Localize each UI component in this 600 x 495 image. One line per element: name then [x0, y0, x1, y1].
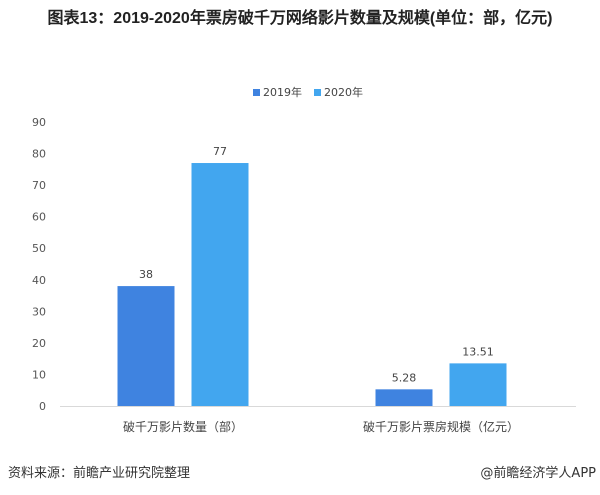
- y-tick-label: 40: [32, 274, 46, 287]
- category-label: 破千万影片票房规模（亿元）: [363, 419, 519, 434]
- y-tick-label: 80: [32, 148, 46, 161]
- data-label: 77: [213, 145, 227, 158]
- y-tick-label: 50: [32, 242, 46, 255]
- chart-title: 图表13：2019-2020年票房破千万网络影片数量及规模(单位：部，亿元): [47, 10, 553, 27]
- legend-swatch: [314, 89, 321, 96]
- legend-label: 2020年: [324, 85, 363, 99]
- bar: [375, 389, 433, 406]
- legend-swatch: [253, 89, 260, 96]
- category-label: 破千万影片数量（部）: [123, 419, 243, 434]
- y-tick-label: 20: [32, 337, 46, 350]
- credit-note: @前瞻经济学人APP: [480, 466, 596, 481]
- bar: [449, 363, 507, 406]
- y-tick-label: 90: [32, 116, 46, 129]
- data-label: 38: [139, 268, 153, 281]
- y-tick-label: 30: [32, 305, 46, 318]
- y-tick-label: 10: [32, 368, 46, 381]
- bar: [191, 163, 249, 406]
- bar: [117, 286, 175, 406]
- source-note: 资料来源：前瞻产业研究院整理: [8, 466, 191, 481]
- y-tick-label: 0: [39, 400, 46, 413]
- data-label: 5.28: [392, 371, 417, 384]
- y-tick-label: 70: [32, 179, 46, 192]
- data-label: 13.51: [462, 345, 494, 358]
- legend-label: 2019年: [263, 85, 302, 99]
- y-tick-label: 60: [32, 211, 46, 224]
